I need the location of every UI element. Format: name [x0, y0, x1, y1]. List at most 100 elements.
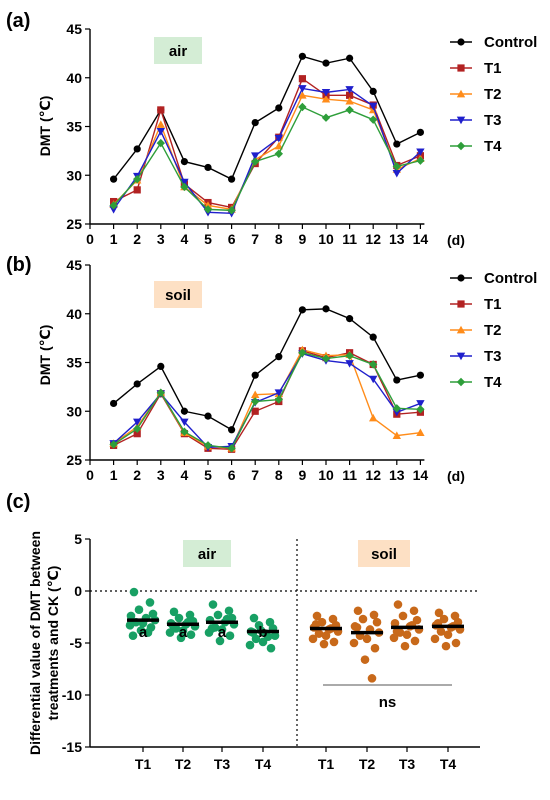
panel-a-series-t4-point: [274, 149, 283, 158]
panel-b-series-t4-point: [369, 360, 378, 369]
panel-c-air-t3-point: [213, 610, 223, 620]
panel-b-badge-bg: [154, 281, 202, 308]
panel-b-series-control-point: [180, 407, 188, 415]
panel-c-air-t3-point: [215, 636, 225, 646]
panel-c-air-t1-point: [129, 587, 139, 597]
panel-c-soil-badge-bg: [358, 540, 410, 567]
panel-b-series-control-point: [346, 315, 354, 323]
panel-b-legend-control-marker: [457, 274, 465, 282]
panel-a-x-tick-label: 3: [157, 231, 165, 247]
panel-c-significance-letter: b: [258, 624, 267, 641]
panel-c-soil-t2-point: [367, 674, 377, 683]
panel-b-x-unit: (d): [447, 468, 465, 484]
panel-c-y-tick-label: 5: [74, 531, 82, 547]
panel-a-series-control-point: [251, 119, 259, 127]
panel-a-series-t3-point: [416, 148, 425, 157]
panel-b-series-control-point: [416, 371, 424, 379]
panel-c-air-t1-point: [143, 628, 153, 637]
panel-c-air-t4-point: [263, 632, 273, 642]
panel-b-y-label: DMT (℃): [37, 325, 53, 386]
panel-c-x-tick-label: T1: [318, 756, 335, 772]
panel-c-soil-t1-point: [308, 634, 318, 644]
panel-c-air-t4-point: [249, 613, 259, 623]
panel-a-series-control-point: [393, 140, 401, 148]
panel-a-series-t4-point: [392, 162, 401, 171]
panel-b-series-t2-point: [369, 413, 378, 422]
panel-b-series-t2-point: [251, 390, 260, 399]
panel-c-air-t2-point: [176, 633, 186, 643]
panel-c-x-tick-label: T4: [440, 756, 457, 772]
panel-c-x-tick-label: T2: [359, 756, 376, 772]
panel-c-soil-t4-point: [439, 614, 449, 624]
panel-b-series-t1-point: [251, 407, 259, 415]
panel-b-series-control-point: [298, 306, 306, 314]
panel-a-series-t3-point: [392, 169, 401, 178]
panel-a-legend-control: Control: [484, 34, 537, 51]
panel-c-soil-t3-point: [400, 641, 410, 651]
panel-a-badge-bg: [154, 37, 202, 64]
panel-b-legend-t1: T1: [484, 296, 502, 313]
panel-a-x-tick-label: 7: [251, 231, 259, 247]
panel-b-series-t4-point: [109, 440, 118, 449]
panel-a-series-t4-point: [227, 206, 236, 215]
panel-b-series-control-point: [251, 371, 259, 379]
panel-a-series-t1-point: [133, 186, 141, 194]
panel-a-series-t3-point: [251, 152, 260, 160]
panel-c-air-t2-point: [178, 626, 188, 635]
panel-b-series-t4-point: [133, 424, 142, 433]
panel-a-x-unit: (d): [447, 232, 465, 248]
panel-c-soil-t2-point: [352, 623, 362, 632]
panel-a-series-t2-point: [345, 96, 354, 105]
panel-c-air-t3-point: [225, 631, 235, 641]
panel-a-x-tick-label: 13: [389, 231, 405, 247]
panel-a-legend-control-marker: [457, 38, 465, 46]
panel-b-y-tick-label: 30: [66, 403, 82, 419]
panel-a-x-tick-label: 0: [86, 231, 94, 247]
panel-b-legend-control: Control: [484, 270, 537, 287]
panel-b-series-control-point: [393, 376, 401, 384]
panel-b-series-t4-point: [345, 351, 354, 360]
panel-a-legend-t3: T3: [484, 112, 502, 129]
panel-a-x-tick-label: 8: [275, 231, 283, 247]
panel-b-y-tick-label: 40: [66, 306, 82, 322]
panel-a-legend-t1: T1: [484, 60, 502, 77]
panel-b-series-t4-point: [274, 395, 283, 404]
panel-c-air-t1-point: [125, 621, 135, 630]
panel-b-x-tick-label: 12: [365, 467, 381, 483]
panel-c-air-t1-point: [136, 626, 146, 635]
panel-a-series-t4-point: [345, 105, 354, 115]
panel-a-y-tick-label: 25: [66, 216, 82, 232]
panel-a-badge: air: [169, 43, 188, 60]
panel-c-air-t3-point: [217, 625, 227, 634]
panel-a-y-label: DMT (℃): [37, 96, 53, 157]
panel-b-series-t4-point: [180, 427, 189, 436]
panel-a-series-t3-point: [321, 89, 331, 97]
panel-a-series-t4-point: [251, 157, 260, 166]
panel-c-air-t3-point: [208, 600, 218, 609]
panel-b-y-tick-label: 45: [66, 257, 82, 273]
panel-c-soil-t4-point: [436, 627, 446, 636]
panel-b-series-t2-point: [392, 431, 401, 439]
panel-a-series-t2-point: [321, 95, 331, 103]
panel-c-soil-t1-point: [319, 639, 329, 649]
panel-c-soil-t1-point: [314, 629, 324, 638]
panel-b-series-t4-point: [416, 405, 425, 414]
panel-c-soil-t3-point: [402, 630, 412, 639]
panel-b-badge: soil: [165, 287, 191, 304]
panel-c-soil-t4-point: [443, 630, 453, 639]
panel-b-series-control-line: [113, 308, 421, 431]
panel-c-air-badge: air: [198, 546, 217, 563]
panel-b-y-tick-label: 35: [66, 355, 82, 371]
panel-a-series-t4-point: [180, 182, 189, 192]
panel-a-legend-t1-marker: [457, 64, 465, 72]
panel-b-series-t3-point: [133, 418, 142, 427]
panel-c-soil-t3-point: [393, 600, 403, 609]
panel-a-series-t4-point: [369, 115, 378, 124]
panel-c-y-tick-label: -15: [62, 739, 82, 755]
panel-b-x-tick-label: 13: [389, 467, 405, 483]
panel-a-series-t3-point: [180, 178, 189, 187]
panel-a-series-t3-point: [274, 134, 283, 143]
panel-a-series-control-point: [275, 104, 283, 112]
panel-b-letter: (b): [6, 254, 32, 276]
